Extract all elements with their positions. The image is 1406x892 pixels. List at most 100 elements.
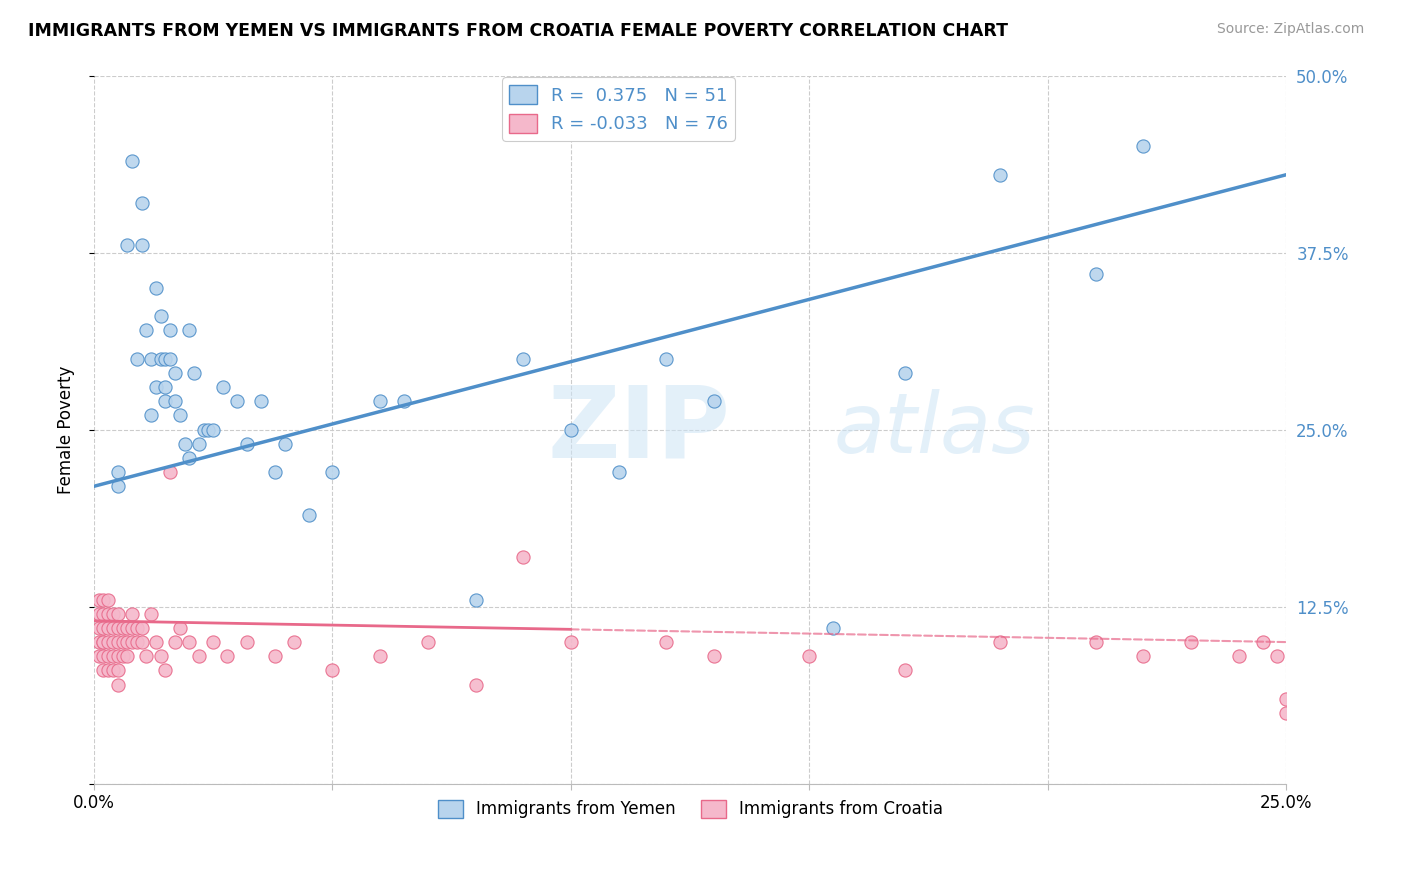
Point <box>655 351 678 366</box>
Point <box>131 196 153 211</box>
Point <box>135 323 157 337</box>
Point <box>111 649 134 664</box>
Point <box>464 677 486 691</box>
Point <box>235 635 257 649</box>
Point <box>155 664 177 678</box>
Point <box>121 635 143 649</box>
Point <box>125 635 148 649</box>
Point <box>703 394 725 409</box>
Point <box>560 635 582 649</box>
Point <box>101 607 124 621</box>
Point <box>117 238 139 252</box>
Point <box>101 664 124 678</box>
Point <box>179 323 201 337</box>
Point <box>202 635 225 649</box>
Point <box>1265 649 1288 664</box>
Point <box>368 649 391 664</box>
Point <box>87 635 110 649</box>
Point <box>111 621 134 635</box>
Point <box>97 607 120 621</box>
Point <box>87 607 110 621</box>
Point <box>111 635 134 649</box>
Y-axis label: Female Poverty: Female Poverty <box>58 366 75 494</box>
Point <box>107 635 129 649</box>
Point <box>187 437 209 451</box>
Text: atlas: atlas <box>834 389 1035 470</box>
Point <box>1180 635 1202 649</box>
Point <box>607 465 630 479</box>
Point <box>1275 706 1298 720</box>
Point <box>187 649 209 664</box>
Point <box>159 465 181 479</box>
Point <box>155 380 177 394</box>
Point <box>97 592 120 607</box>
Point <box>93 635 115 649</box>
Point <box>179 450 201 465</box>
Point <box>250 394 273 409</box>
Point <box>655 635 678 649</box>
Point <box>121 621 143 635</box>
Point <box>97 664 120 678</box>
Point <box>193 423 215 437</box>
Point <box>93 621 115 635</box>
Point <box>464 592 486 607</box>
Point <box>799 649 821 664</box>
Point <box>131 635 153 649</box>
Point <box>392 394 415 409</box>
Point <box>1275 691 1298 706</box>
Point <box>226 394 249 409</box>
Point <box>512 351 534 366</box>
Point <box>159 323 181 337</box>
Point <box>321 465 343 479</box>
Point <box>117 649 139 664</box>
Point <box>107 607 129 621</box>
Point <box>894 664 917 678</box>
Point <box>197 423 219 437</box>
Point <box>121 607 143 621</box>
Point <box>121 153 143 168</box>
Point <box>155 351 177 366</box>
Point <box>107 465 129 479</box>
Point <box>135 649 157 664</box>
Point <box>125 351 148 366</box>
Point <box>179 635 201 649</box>
Point <box>1132 649 1154 664</box>
Point <box>107 649 129 664</box>
Point <box>141 607 163 621</box>
Point <box>217 649 239 664</box>
Point <box>107 479 129 493</box>
Point <box>169 409 191 423</box>
Point <box>211 380 233 394</box>
Legend: Immigrants from Yemen, Immigrants from Croatia: Immigrants from Yemen, Immigrants from C… <box>430 793 949 825</box>
Point <box>1084 267 1107 281</box>
Point <box>117 621 139 635</box>
Point <box>202 423 225 437</box>
Point <box>145 380 167 394</box>
Point <box>107 621 129 635</box>
Point <box>93 664 115 678</box>
Point <box>264 465 287 479</box>
Point <box>101 649 124 664</box>
Text: Source: ZipAtlas.com: Source: ZipAtlas.com <box>1216 22 1364 37</box>
Point <box>988 635 1011 649</box>
Point <box>416 635 439 649</box>
Point <box>1227 649 1250 664</box>
Point <box>93 649 115 664</box>
Point <box>163 366 186 380</box>
Point <box>368 394 391 409</box>
Point <box>93 592 115 607</box>
Point <box>107 664 129 678</box>
Point <box>163 394 186 409</box>
Point <box>87 621 110 635</box>
Point <box>101 621 124 635</box>
Point <box>1132 139 1154 153</box>
Point <box>125 621 148 635</box>
Point <box>183 366 205 380</box>
Point <box>93 607 115 621</box>
Point <box>141 351 163 366</box>
Point <box>145 281 167 295</box>
Point <box>988 168 1011 182</box>
Point <box>101 635 124 649</box>
Point <box>283 635 305 649</box>
Text: IMMIGRANTS FROM YEMEN VS IMMIGRANTS FROM CROATIA FEMALE POVERTY CORRELATION CHAR: IMMIGRANTS FROM YEMEN VS IMMIGRANTS FROM… <box>28 22 1008 40</box>
